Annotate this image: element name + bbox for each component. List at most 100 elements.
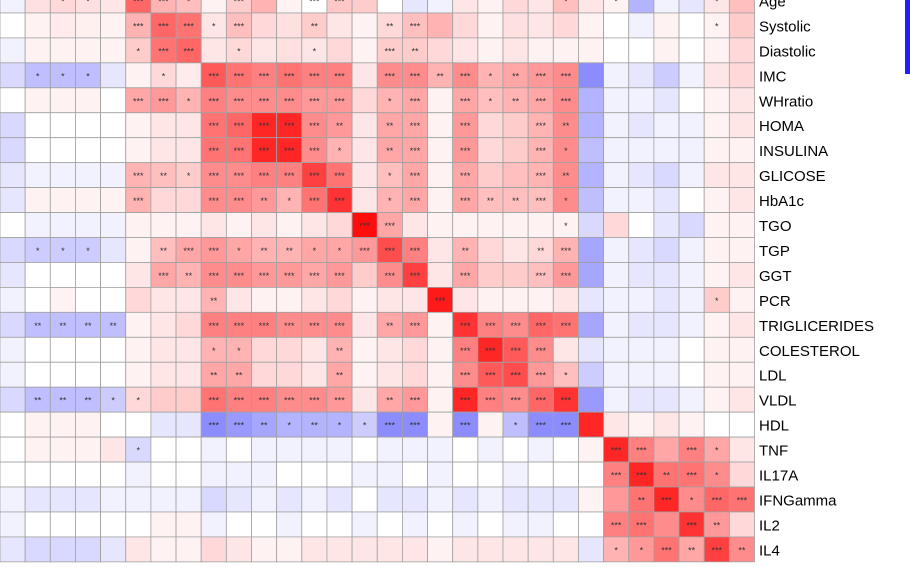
significance-mark: ***: [611, 446, 622, 456]
heatmap-cell: [150, 187, 177, 213]
significance-mark: ***: [385, 421, 396, 431]
significance-mark: *: [212, 346, 216, 356]
heatmap-cell: [251, 37, 278, 64]
heatmap-cell: [200, 212, 227, 238]
heatmap-cell: [24, 361, 51, 388]
heatmap-cell: [150, 361, 177, 388]
significance-mark: **: [487, 196, 495, 206]
significance-mark: ***: [535, 346, 546, 356]
significance-mark: ***: [410, 171, 421, 181]
significance-mark: *: [313, 46, 317, 56]
significance-mark: ***: [259, 271, 270, 281]
heatmap-cell: [678, 37, 705, 64]
significance-mark: **: [311, 421, 319, 431]
colorbar-edge: [905, 0, 910, 74]
significance-mark: **: [210, 371, 218, 381]
heatmap-cell: [200, 162, 227, 188]
heatmap-cell: [653, 87, 680, 114]
heatmap-cell: [427, 361, 454, 388]
heatmap-cell: [125, 87, 152, 114]
heatmap-cell: [125, 461, 152, 488]
heatmap-cell: [452, 286, 479, 313]
significance-mark: ***: [209, 146, 220, 156]
heatmap-cell: [225, 386, 252, 413]
heatmap-cell: [351, 87, 378, 114]
heatmap-cell: [301, 12, 328, 39]
heatmap-cell: [603, 187, 630, 213]
heatmap-cell: [276, 237, 303, 263]
heatmap-cell: [49, 162, 76, 188]
significance-mark: ***: [309, 396, 320, 406]
significance-mark: ***: [460, 321, 471, 331]
significance-mark: **: [713, 520, 721, 530]
heatmap-cell: [552, 12, 579, 39]
heatmap-cell: [351, 536, 378, 563]
significance-mark: **: [235, 371, 243, 381]
heatmap-cell: [49, 361, 76, 388]
heatmap-cell: [0, 511, 26, 538]
heatmap-cell: [527, 436, 554, 463]
significance-mark: **: [386, 396, 394, 406]
heatmap-cell: [603, 486, 630, 513]
heatmap-cell: [301, 536, 328, 563]
heatmap-cell: [653, 511, 680, 538]
heatmap-cell: [24, 37, 51, 64]
significance-mark: ***: [611, 520, 622, 530]
row-label: Age: [759, 0, 786, 10]
heatmap-cell: [100, 361, 127, 388]
significance-mark: ***: [460, 71, 471, 81]
heatmap-cell: [100, 286, 127, 313]
heatmap-cell: [200, 37, 227, 64]
heatmap-cell: [175, 37, 202, 64]
heatmap-cell: [603, 112, 630, 139]
significance-mark: ***: [284, 171, 295, 181]
heatmap-cell: [703, 187, 730, 213]
heatmap-cell: [401, 0, 428, 14]
heatmap-cell: [401, 336, 428, 363]
heatmap-cell: [452, 262, 479, 288]
heatmap-cell: [678, 87, 705, 114]
heatmap-cell: [301, 62, 328, 89]
heatmap-cell: [427, 237, 454, 263]
heatmap-cell: [653, 262, 680, 288]
heatmap-cell: [552, 62, 579, 89]
heatmap-cell: [225, 112, 252, 139]
heatmap-cell: [653, 187, 680, 213]
heatmap-cell: [452, 162, 479, 188]
significance-mark: **: [738, 545, 746, 555]
heatmap-cell: [225, 137, 252, 164]
heatmap-cell: [0, 87, 26, 114]
significance-mark: **: [336, 371, 344, 381]
heatmap-cell: [502, 262, 529, 288]
heatmap-cell: [276, 536, 303, 563]
heatmap-cell: [200, 311, 227, 338]
significance-mark: ***: [661, 545, 672, 555]
heatmap-cell: [326, 511, 353, 538]
heatmap-cell: [75, 411, 101, 438]
significance-mark: *: [564, 0, 568, 6]
significance-mark: ***: [561, 96, 572, 106]
significance-mark: *: [137, 396, 141, 406]
heatmap-cell: [150, 536, 177, 563]
heatmap-cell: [49, 137, 76, 164]
heatmap-cell: [351, 361, 378, 388]
heatmap-cell: [24, 187, 51, 213]
significance-mark: *: [614, 545, 618, 555]
heatmap-cell: [477, 162, 504, 188]
heatmap-cell: [24, 0, 51, 14]
significance-mark: ***: [234, 171, 245, 181]
heatmap-cell: [628, 262, 655, 288]
heatmap-cell: [225, 411, 252, 438]
heatmap-cell: [100, 12, 127, 39]
row-label: IFNGamma: [759, 492, 837, 509]
heatmap-cell: [125, 311, 152, 338]
significance-mark: **: [59, 396, 67, 406]
heatmap-cell: [49, 212, 76, 238]
heatmap-cell: [125, 336, 152, 363]
heatmap-cell: [578, 336, 605, 363]
significance-mark: *: [489, 71, 493, 81]
significance-mark: *: [36, 71, 40, 81]
heatmap-cell: [351, 137, 378, 164]
heatmap-cell: [578, 386, 605, 413]
heatmap-cell: [24, 262, 51, 288]
